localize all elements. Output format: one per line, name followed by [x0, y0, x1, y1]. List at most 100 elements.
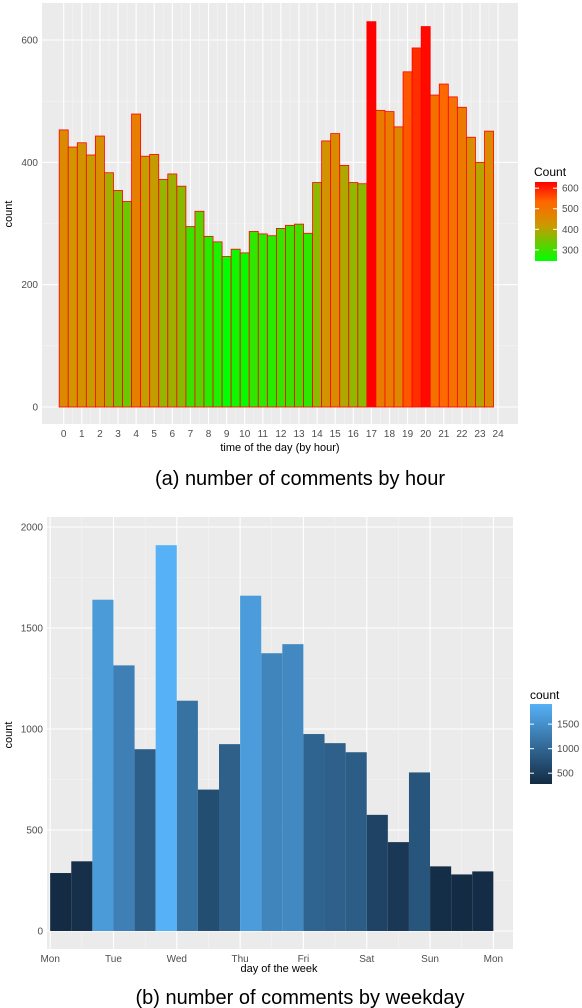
chart-a-x-tick-label: 14 [312, 429, 324, 440]
chart-a-legend-title: Count [534, 165, 567, 179]
chart-b-legend-labels: 1500 1000 500 [530, 720, 580, 780]
chart-a-y-ticks: 0 200 400 600 [21, 36, 38, 414]
chart-a-legend-label: 600 [562, 184, 579, 195]
chart-b-bar [176, 700, 198, 931]
chart-b-bar [430, 866, 452, 931]
chart-a-x-tick-label: 24 [493, 429, 505, 440]
chart-a-caption: (a) number of comments by hour [155, 468, 445, 490]
chart-b-bar [155, 545, 177, 931]
chart-a-bar [303, 232, 313, 408]
chart-a-bar [375, 109, 386, 408]
chart-a-bar [113, 190, 123, 408]
chart-b-x-tick-label: Mon [40, 954, 59, 965]
chart-a-bar [167, 173, 178, 408]
chart-b-bar [366, 814, 388, 931]
chart-a-legend-colorbar [535, 182, 557, 261]
chart-a-x-tick-label: 17 [366, 429, 378, 440]
chart-a-bar [384, 111, 395, 408]
chart-a-x-tick-label: 5 [151, 429, 157, 440]
chart-a-bar [420, 26, 431, 408]
chart-a-bar [348, 182, 359, 408]
chart-b-caption: (b) number of comments by weekday [135, 987, 464, 1008]
chart-b-y-tick-label: 1000 [21, 725, 44, 736]
chart-b-bar [261, 653, 283, 931]
chart-a-bar [285, 224, 295, 408]
chart-b-bar [240, 595, 262, 931]
chart-a-bar [176, 185, 187, 408]
chart-a-bar [266, 235, 277, 408]
chart-a-bar [466, 136, 476, 408]
chart-a-bar [104, 172, 114, 408]
chart-b-y-ticks: 0 500 1000 1500 2000 [21, 523, 44, 938]
chart-a-bar [402, 71, 413, 408]
chart-a-legend-label: 500 [562, 204, 579, 215]
chart-a-bar [294, 223, 304, 408]
chart-a-bar [149, 153, 160, 408]
chart-a-bar [475, 161, 485, 408]
chart-a-x-tick-label: 21 [438, 429, 450, 440]
chart-b-legend-title: count [530, 688, 560, 702]
chart-b-bar [303, 734, 325, 931]
chart-b-y-tick-label: 2000 [21, 523, 44, 534]
chart-a-bar [321, 140, 332, 408]
chart-a-bar [230, 248, 241, 408]
chart-a-x-tick-label: 0 [61, 429, 67, 440]
chart-a-x-axis-title: time of the day (by hour) [220, 442, 339, 454]
chart-a-bar [94, 135, 105, 408]
chart-a-bar [411, 47, 422, 408]
chart-b-legend: count 1500 1000 500 [530, 688, 580, 784]
chart-a-x-tick-label: 15 [330, 429, 342, 440]
chart-a-x-tick-label: 16 [348, 429, 360, 440]
chart-a-bar [447, 96, 458, 408]
chart-a-x-tick-label: 23 [474, 429, 486, 440]
chart-a-x-tick-label: 6 [170, 429, 176, 440]
chart-a-x-tick-label: 19 [402, 429, 414, 440]
chart-a-x-tick-label: 1 [79, 429, 85, 440]
chart-b-bar [113, 665, 135, 931]
chart-a-bar [339, 164, 350, 408]
chart-b-bar [472, 871, 494, 931]
chart-a-legend-label: 300 [562, 245, 579, 256]
chart-b-bar [134, 749, 156, 931]
chart-a-legend: Count 600 500 400 300 [534, 165, 579, 261]
chart-a-bar [131, 113, 142, 408]
chart-a-x-tick-label: 12 [275, 429, 287, 440]
chart-b-bar [282, 644, 304, 931]
chart-b-bar [387, 842, 409, 931]
chart-a-x-tick-label: 13 [293, 429, 305, 440]
chart-b-bar [345, 752, 367, 931]
chart-a-x-tick-label: 3 [115, 429, 121, 440]
chart-a-x-tick-label: 8 [206, 429, 212, 440]
chart-b-x-tick-label: Sun [421, 954, 439, 965]
chart-b-legend-label: 1000 [557, 744, 580, 755]
chart-a-bar [393, 126, 404, 408]
chart-a-bar [312, 182, 323, 408]
chart-b-x-tick-label: Fri [298, 954, 310, 965]
chart-a-bar [58, 129, 69, 408]
chart-b-x-tick-label: Sat [359, 954, 374, 965]
chart-a-bar [438, 83, 449, 408]
chart-b-bar [71, 861, 93, 931]
chart-b-legend-label: 500 [557, 769, 574, 780]
chart-a-bar [221, 256, 232, 408]
chart-a-bar [239, 252, 250, 408]
chart-b-y-tick-label: 1500 [21, 624, 44, 635]
chart-a-bar [366, 21, 377, 408]
chart-a-x-ticks: 0 1 2 3 4 5 6 7 8 9 10 11 12 13 14 15 16 17 18 19 20 21 22 23 24 [61, 429, 504, 440]
chart-a-y-tick-label: 600 [21, 36, 38, 47]
chart-a-x-tick-label: 18 [384, 429, 396, 440]
chart-b-x-tick-label: Mon [484, 954, 503, 965]
chart-a-bar [76, 142, 87, 408]
chart-b-legend-colorbar [530, 704, 552, 784]
chart-b-bar [197, 789, 220, 931]
chart-a-bar [248, 231, 259, 408]
chart-b-bar [451, 874, 473, 931]
chart-b-y-axis-title: count [3, 722, 15, 749]
chart-b-x-tick-label: Tue [105, 954, 122, 965]
chart-a-bar [158, 179, 169, 408]
chart-a-x-tick-label: 4 [133, 429, 139, 440]
chart-a-bar [484, 130, 494, 408]
